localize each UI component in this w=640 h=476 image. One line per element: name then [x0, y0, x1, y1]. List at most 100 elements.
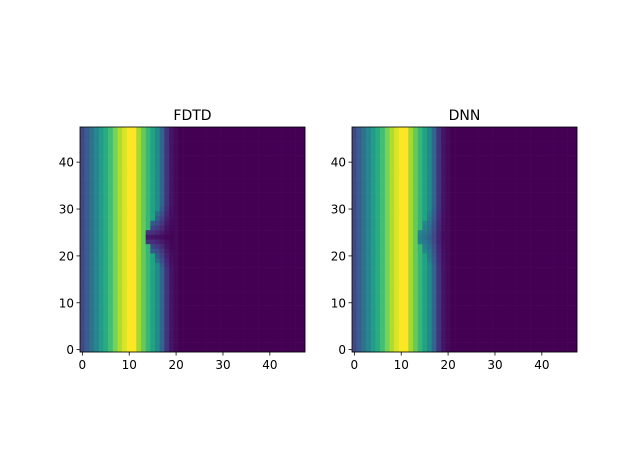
heatmap-cell [253, 216, 259, 222]
heatmap-cell [567, 239, 573, 245]
heatmap-cell [422, 169, 428, 175]
heatmap-cell [267, 234, 273, 240]
heatmap-cell [520, 323, 526, 329]
heatmap-cell [164, 286, 170, 292]
heatmap-cell [516, 141, 522, 147]
heatmap-cell [159, 309, 165, 315]
heatmap-cell [272, 173, 278, 179]
heatmap-cell [450, 169, 456, 175]
heatmap-cell [473, 333, 479, 339]
heatmap-cell [178, 211, 184, 217]
heatmap-cell [356, 197, 362, 203]
heatmap-cell [502, 267, 507, 273]
heatmap-cell [108, 131, 114, 137]
heatmap-cell [469, 159, 475, 165]
heatmap-cell [436, 314, 442, 320]
heatmap-cell [262, 239, 268, 245]
heatmap-cell [169, 253, 175, 259]
heatmap-cell [169, 216, 175, 222]
heatmap-cell [380, 300, 386, 306]
heatmap-cell [136, 305, 142, 311]
heatmap-cell [234, 347, 240, 353]
heatmap-cell [384, 169, 390, 175]
heatmap-cell [262, 178, 268, 184]
heatmap-cell [201, 281, 207, 287]
heatmap-cell [441, 159, 447, 165]
heatmap-cell [370, 333, 376, 339]
heatmap-cell [281, 192, 287, 198]
heatmap-cell [375, 309, 381, 315]
heatmap-cell [126, 155, 132, 161]
heatmap-cell [140, 244, 146, 250]
heatmap-cell [253, 258, 259, 264]
heatmap-cell [122, 230, 128, 236]
heatmap-cell [225, 328, 231, 334]
heatmap-cell [230, 309, 235, 315]
heatmap-cell [267, 272, 273, 278]
heatmap-cell [361, 178, 367, 184]
heatmap-cell [412, 347, 418, 353]
heatmap-cell [403, 150, 409, 156]
heatmap-cell [122, 220, 128, 226]
heatmap-cell [380, 337, 386, 343]
heatmap-cell [169, 337, 175, 343]
heatmap-cell [370, 202, 376, 207]
heatmap-cell [215, 164, 221, 170]
heatmap-cell [187, 197, 193, 203]
heatmap-cell [150, 314, 156, 320]
heatmap-cell [478, 136, 484, 142]
heatmap-cell [455, 314, 461, 320]
heatmap-cell [375, 291, 381, 297]
heatmap-cell [169, 262, 175, 268]
heatmap-cell [131, 164, 137, 170]
heatmap-cell [558, 131, 564, 137]
heatmap-cell [253, 239, 259, 245]
heatmap-cell [159, 319, 165, 325]
heatmap-cell [525, 248, 531, 254]
heatmap-cell [427, 220, 432, 226]
heatmap-cell [412, 234, 418, 240]
heatmap-cell [572, 267, 578, 273]
heatmap-cell [497, 216, 503, 222]
heatmap-cell [126, 187, 132, 193]
heatmap-cell [300, 136, 306, 142]
heatmap-cell [220, 206, 226, 212]
heatmap-cell [211, 136, 217, 142]
heatmap-cell [516, 145, 522, 151]
heatmap-cell [295, 347, 301, 353]
heatmap-cell [262, 150, 268, 156]
heatmap-cell [286, 206, 292, 212]
heatmap-cell [290, 127, 296, 132]
heatmap-cell [272, 178, 278, 184]
heatmap-cell [520, 141, 526, 147]
heatmap-cell [398, 248, 404, 254]
heatmap-cell [520, 328, 526, 334]
heatmap-cell [239, 206, 245, 212]
heatmap-cell [530, 291, 536, 297]
heatmap-cell [253, 277, 259, 282]
heatmap-cell [422, 281, 428, 287]
heatmap-cell [352, 319, 357, 325]
heatmap-cell [80, 281, 85, 287]
heatmap-cell [473, 230, 479, 236]
heatmap-cell [473, 150, 479, 156]
heatmap-cell [483, 192, 489, 198]
heatmap-cell [276, 220, 282, 226]
heatmap-cell [511, 286, 517, 292]
heatmap-cell [112, 155, 118, 161]
heatmap-cell [98, 262, 104, 268]
heatmap-cell [183, 309, 189, 315]
heatmap-cell [464, 159, 470, 165]
heatmap-cell [239, 173, 245, 179]
heatmap-cell [290, 295, 296, 301]
heatmap-cell [539, 253, 545, 259]
heatmap-cell [276, 337, 282, 343]
heatmap-cell [258, 253, 264, 259]
heatmap-cell [455, 305, 461, 311]
heatmap-cell [520, 192, 526, 198]
heatmap-cell [431, 291, 437, 297]
heatmap-cell [473, 258, 479, 264]
heatmap-cell [84, 234, 90, 240]
heatmap-cell [412, 150, 418, 156]
heatmap-cell [525, 267, 531, 273]
